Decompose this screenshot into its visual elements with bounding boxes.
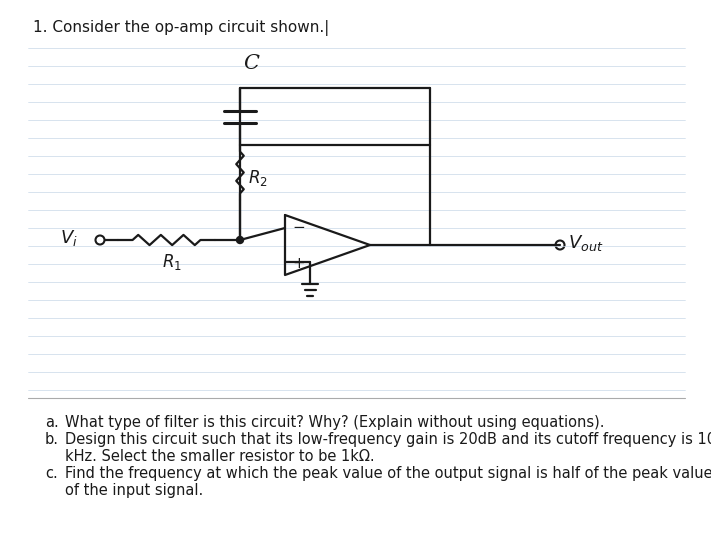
Circle shape (237, 237, 243, 243)
Text: b.: b. (45, 432, 59, 447)
Text: a.: a. (45, 415, 59, 430)
Text: kHz. Select the smaller resistor to be 1kΩ.: kHz. Select the smaller resistor to be 1… (65, 449, 375, 464)
Text: $V_i$: $V_i$ (60, 228, 77, 248)
Text: C: C (243, 54, 259, 73)
Text: of the input signal.: of the input signal. (65, 483, 203, 498)
Text: $V_{out}$: $V_{out}$ (568, 233, 604, 253)
Text: $R_2$: $R_2$ (248, 168, 268, 188)
Text: $R_1$: $R_1$ (161, 252, 181, 272)
Text: c.: c. (45, 466, 58, 481)
Text: +: + (292, 256, 305, 271)
Text: What type of filter is this circuit? Why? (Explain without using equations).: What type of filter is this circuit? Why… (65, 415, 604, 430)
Text: Find the frequency at which the peak value of the output signal is half of the p: Find the frequency at which the peak val… (65, 466, 711, 481)
Text: Design this circuit such that its low-frequency gain is 20dB and its cutoff freq: Design this circuit such that its low-fr… (65, 432, 711, 447)
Text: 1. Consider the op-amp circuit shown.|: 1. Consider the op-amp circuit shown.| (33, 20, 329, 36)
Text: −: − (292, 221, 305, 236)
